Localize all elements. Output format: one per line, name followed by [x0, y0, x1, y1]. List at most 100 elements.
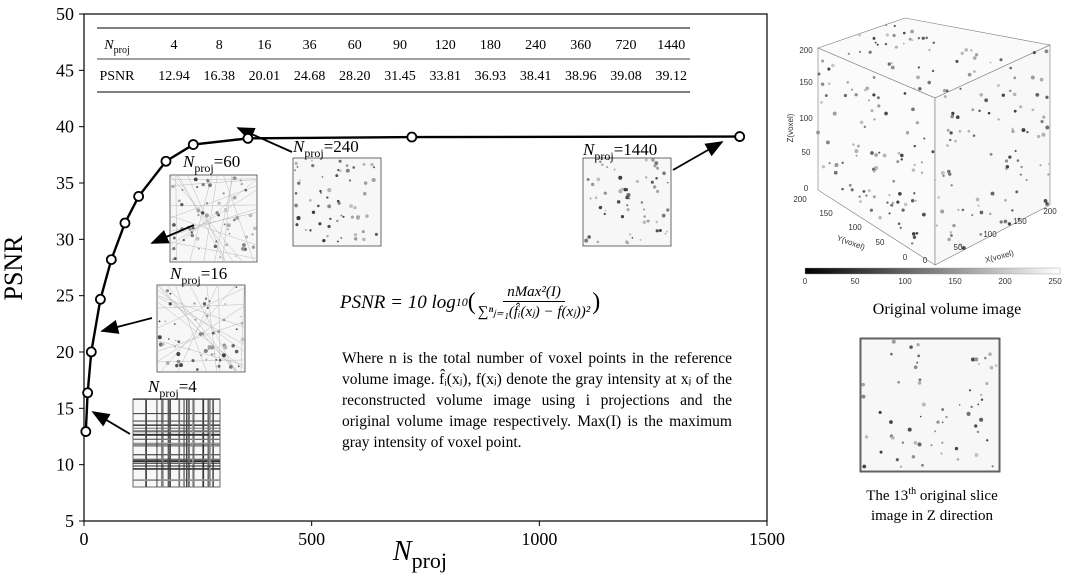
- cube-dot: [964, 48, 968, 52]
- cube-dot: [923, 138, 925, 140]
- thumbnail-dot: [196, 186, 198, 188]
- thumbnail-dot: [318, 222, 321, 225]
- cube-dot: [943, 175, 945, 177]
- data-point: [107, 255, 116, 264]
- thumbnail-dot: [922, 403, 926, 407]
- thumbnail-dot: [169, 302, 172, 305]
- thumbnail-dot: [372, 178, 376, 182]
- thumbnail-dot: [596, 241, 599, 244]
- thumbnail-dot: [209, 300, 211, 302]
- cube-dot: [883, 154, 887, 158]
- cube-dot: [979, 233, 982, 236]
- volume-axis-text: 50: [851, 277, 860, 286]
- cube-dot: [1000, 220, 1003, 223]
- thumbnail-dot: [172, 247, 175, 250]
- thumbnail-dot: [992, 465, 994, 467]
- cube-dot: [1020, 166, 1022, 168]
- cube-dot: [949, 139, 951, 141]
- volume-axis-text: 100: [983, 230, 997, 239]
- cube-dot: [978, 110, 980, 112]
- cube-dot: [911, 199, 914, 202]
- cube-dot: [988, 112, 991, 115]
- data-point: [83, 388, 92, 397]
- cube-dot: [962, 246, 966, 250]
- cube-dot: [1014, 110, 1017, 113]
- thumbnail-dot: [169, 293, 171, 295]
- cube-dot: [1022, 128, 1026, 132]
- table-value-cell: 39.08: [610, 69, 642, 84]
- thumbnail-dot: [166, 289, 169, 292]
- thumbnail-dot: [363, 192, 367, 196]
- x-tick-label: 1500: [749, 529, 785, 549]
- table-header-cell: 36: [303, 38, 317, 53]
- thumbnail-dot: [309, 199, 312, 202]
- thumbnail-dot: [655, 177, 658, 180]
- thumbnail-dot: [338, 202, 341, 205]
- thumbnail-dot: [202, 183, 205, 186]
- thumbnail-dot: [205, 298, 207, 300]
- thumbnail-dot: [601, 163, 604, 166]
- cube-dot: [973, 70, 975, 72]
- cube-dot: [947, 129, 950, 132]
- cube-dot: [1039, 164, 1041, 166]
- thumbnail-dot: [625, 240, 628, 243]
- thumbnail-dot: [971, 406, 973, 408]
- thumbnail-dot: [640, 239, 642, 241]
- cube-dot: [909, 38, 912, 41]
- thumbnail-dot: [643, 209, 645, 211]
- cube-dot: [828, 82, 831, 85]
- y-tick-label: 40: [56, 117, 74, 137]
- y-tick-label: 45: [56, 60, 74, 80]
- x-tick-label: 0: [80, 529, 89, 549]
- thumbnail-dot: [988, 352, 991, 355]
- cube-dot: [1031, 76, 1035, 80]
- thumbnail-dot: [174, 346, 176, 348]
- cube-dot: [865, 86, 869, 90]
- thumbnail-dot: [326, 235, 329, 238]
- thumbnail-dot: [223, 319, 226, 322]
- thumbnail-dot: [587, 235, 591, 239]
- thumbnail-dot: [296, 216, 300, 220]
- thumbnail-dot: [189, 228, 192, 231]
- thumbnail-dot: [662, 214, 666, 218]
- thumbnail-dot: [166, 361, 170, 365]
- formula-base: 10: [456, 295, 468, 310]
- thumbnail-dot: [942, 422, 944, 424]
- cube-dot: [849, 184, 852, 187]
- thumbnail-dot: [297, 166, 299, 168]
- cube-dot: [916, 232, 919, 235]
- thumbnail-dot: [981, 399, 983, 401]
- thumbnail-dot: [665, 233, 667, 235]
- thumbnail-dot: [295, 162, 298, 165]
- thumbnail-dot: [176, 352, 180, 356]
- cube-dot: [868, 99, 870, 101]
- data-point: [735, 132, 744, 141]
- table-header-cell: 240: [525, 38, 546, 53]
- x-axis-label-sub: proj: [412, 548, 447, 573]
- cube-dot: [911, 39, 913, 41]
- y-tick-label: 5: [65, 511, 74, 531]
- thumbnail-dot: [656, 221, 658, 223]
- thumbnail-dot: [636, 180, 639, 183]
- thumbnail-dot: [191, 359, 194, 362]
- cube-dot: [874, 166, 878, 170]
- thumbnail-dot: [986, 439, 988, 441]
- cube-dot: [896, 201, 899, 204]
- thumbnail-dot: [231, 344, 235, 348]
- cube-dot: [951, 184, 953, 186]
- thumbnail-dot: [171, 185, 174, 188]
- thumbnail-dot: [199, 332, 202, 335]
- cube-dot: [1011, 130, 1014, 133]
- thumbnail-dot: [865, 435, 868, 438]
- thumbnail-dot: [194, 319, 196, 321]
- thumbnail-dot: [985, 382, 988, 385]
- thumbnail-dot: [252, 246, 255, 249]
- thumbnail-dot: [653, 185, 656, 188]
- cube-dot: [951, 112, 954, 115]
- thumbnail-dot: [920, 416, 922, 418]
- thumbnail-dot: [322, 239, 325, 242]
- cube-dot: [968, 73, 972, 77]
- volume-axis-text: 0: [803, 277, 808, 286]
- cube-dot: [869, 51, 872, 54]
- cube-dot: [999, 58, 1002, 61]
